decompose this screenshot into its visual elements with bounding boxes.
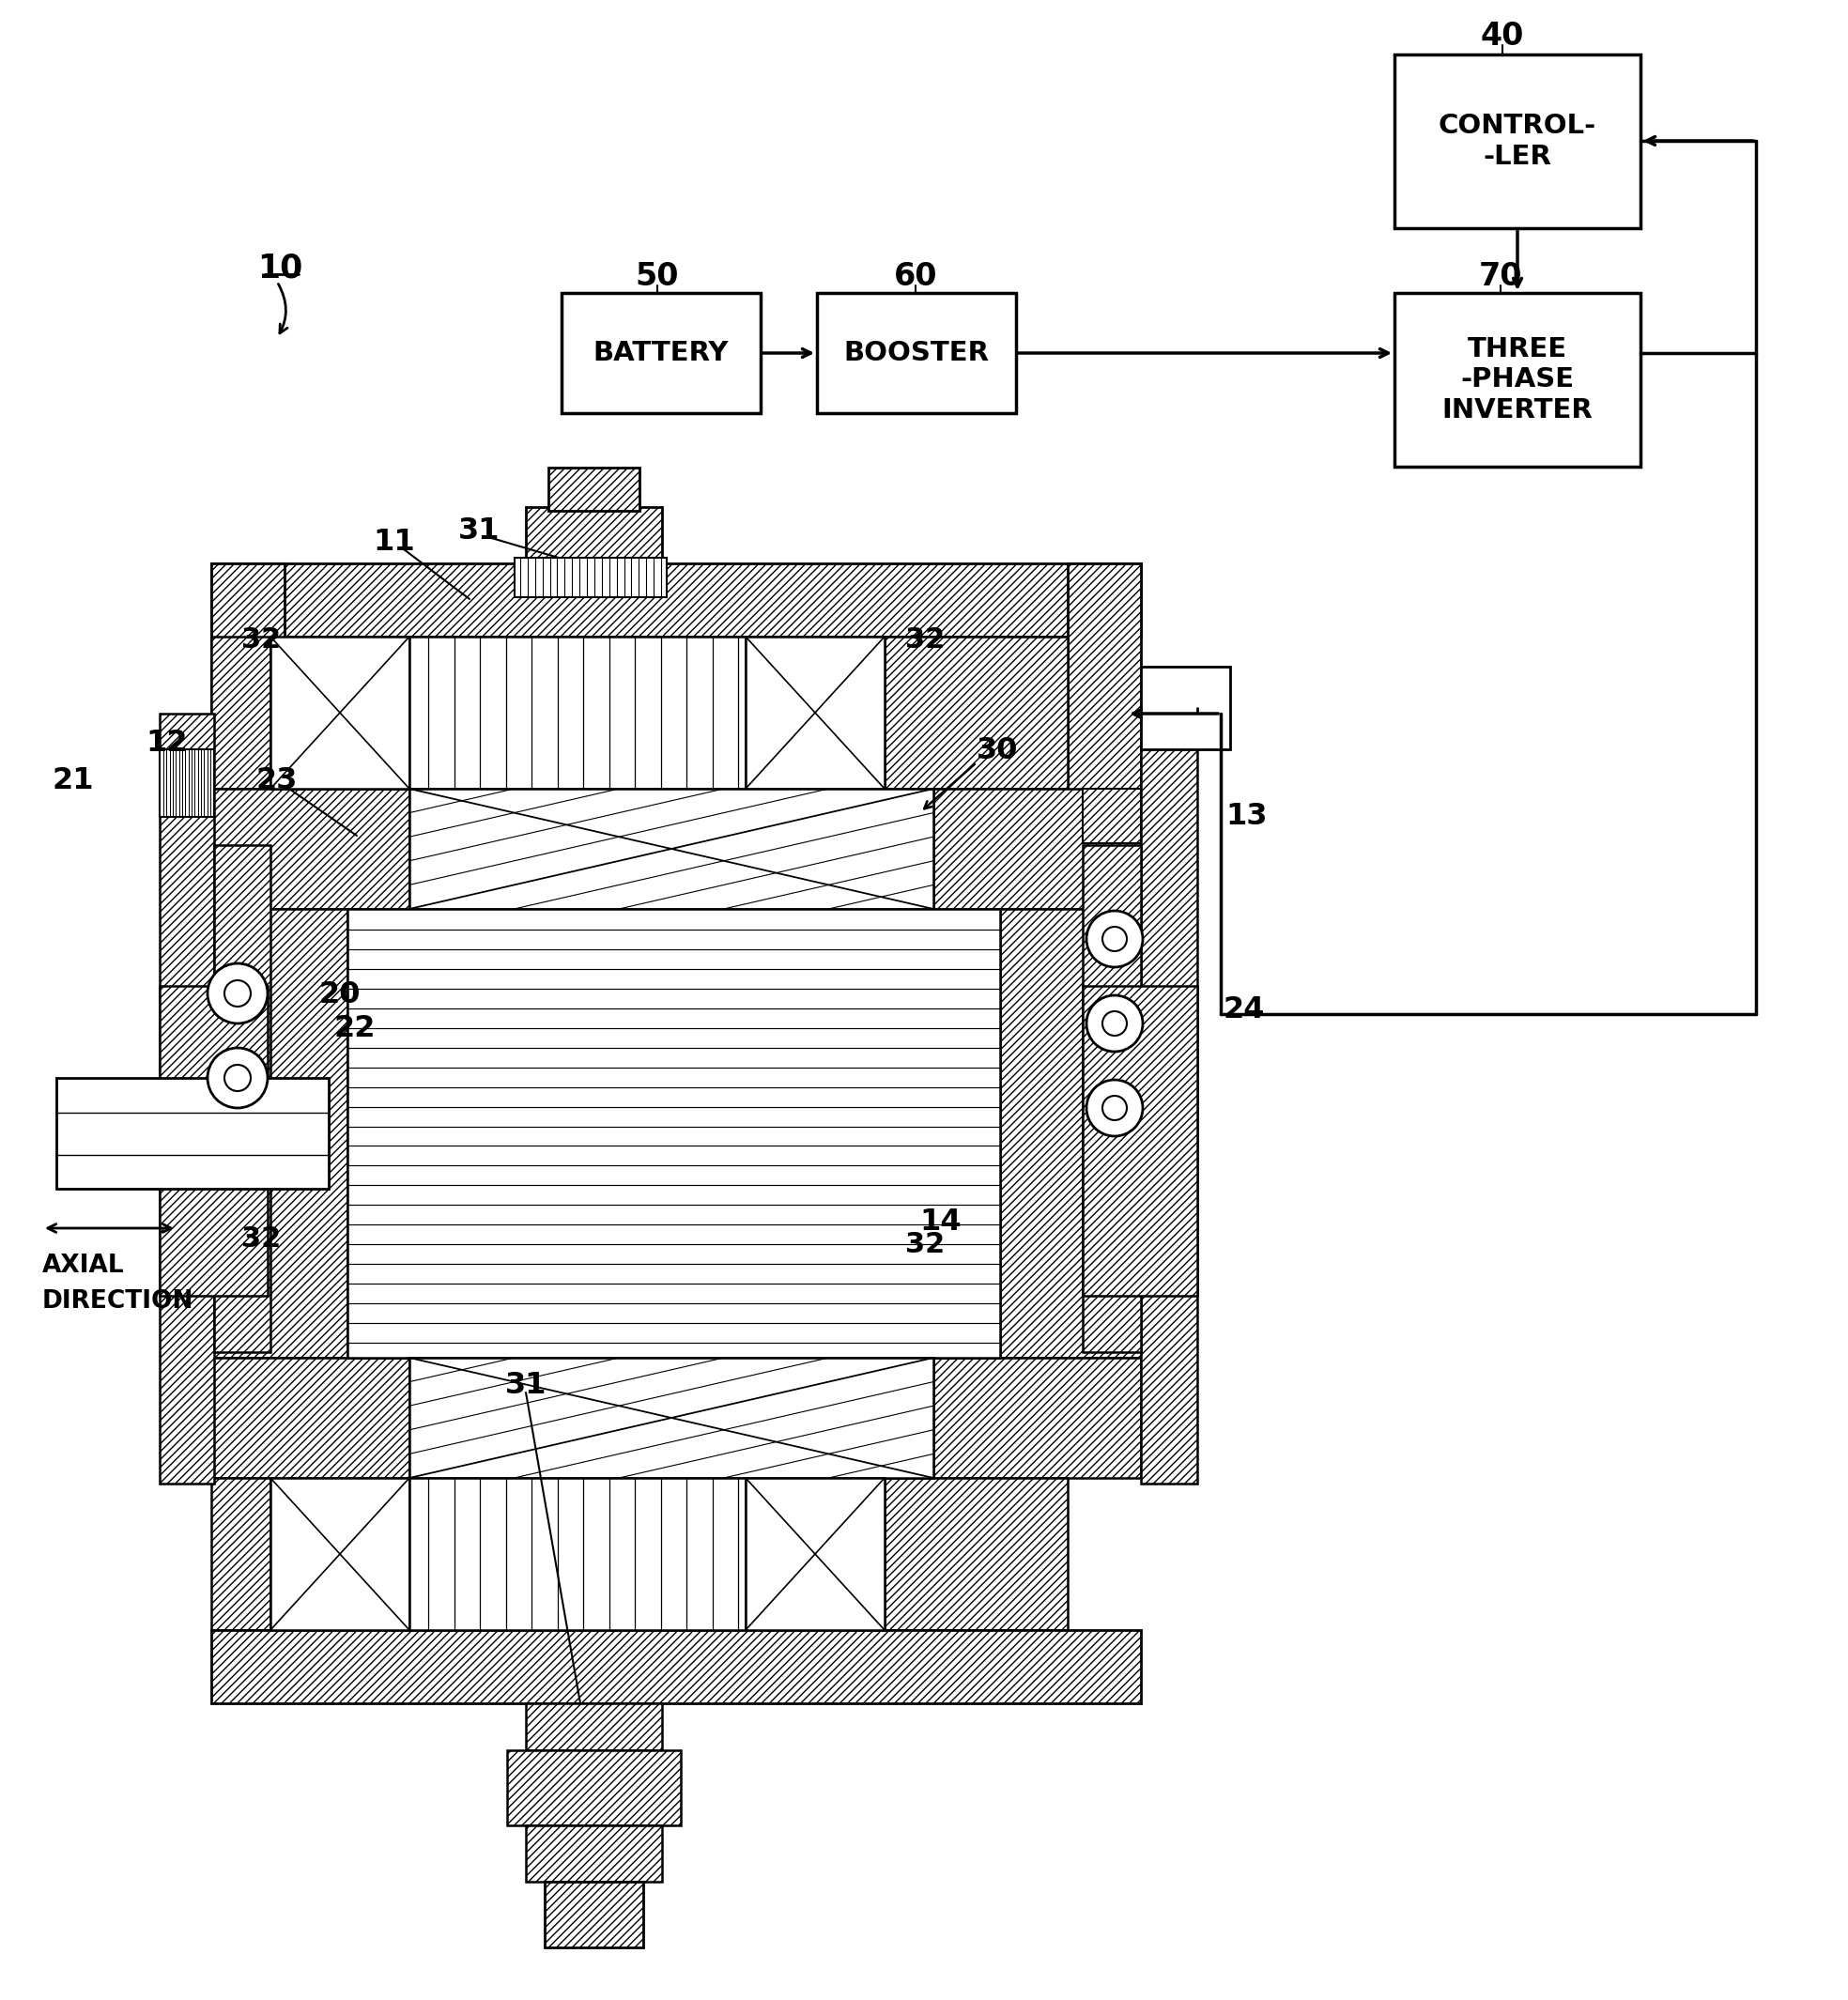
Text: 31: 31 [505,1370,547,1400]
Bar [885,636,1068,788]
Bar [527,1704,662,1750]
Circle shape [1087,996,1142,1052]
Bar [933,788,1140,908]
Text: BATTERY: BATTERY [593,340,728,366]
Text: 70: 70 [1478,260,1523,292]
Text: THREE
-PHASE
INVERTER: THREE -PHASE INVERTER [1441,336,1593,424]
Text: 13: 13 [1225,802,1268,832]
Bar [211,788,410,908]
Bar [1083,788,1140,844]
Text: 32: 32 [906,1230,944,1258]
Bar [270,1478,410,1630]
Circle shape [224,1064,251,1092]
Text: 40: 40 [1480,20,1525,52]
Text: AXIAL: AXIAL [43,1254,124,1278]
Bar [527,508,662,562]
Bar [270,636,410,788]
Bar [745,1478,885,1630]
Circle shape [1087,1080,1142,1136]
Bar [549,468,639,510]
Bar [159,750,214,816]
Text: 22: 22 [334,1014,375,1042]
Bar [211,1630,1140,1704]
Bar [347,908,1000,1358]
Text: 30: 30 [976,736,1018,766]
Bar [817,292,1016,414]
Text: 32: 32 [906,626,944,654]
Text: 50: 50 [636,260,680,292]
Bar [545,1882,643,1948]
Text: 12: 12 [146,730,188,758]
Text: 11: 11 [373,528,416,558]
Bar [1083,846,1140,1352]
Circle shape [1087,910,1142,968]
Bar [211,564,1140,636]
Bar [211,636,270,788]
Text: 32: 32 [242,626,281,654]
Bar [410,1478,745,1630]
Bar [745,636,885,788]
Bar [1395,54,1641,228]
Bar [159,986,268,1296]
Bar [410,1358,933,1478]
Circle shape [207,964,268,1024]
Circle shape [1103,926,1127,952]
Text: 21: 21 [52,766,94,796]
Bar [211,1478,270,1630]
Bar [1140,666,1231,750]
Bar [885,1478,1068,1630]
Circle shape [1103,1012,1127,1036]
Bar [159,714,214,1484]
Bar [55,1078,329,1188]
Bar [527,1826,662,1882]
Text: DIRECTION: DIRECTION [43,1290,194,1314]
Text: 23: 23 [257,766,298,796]
Bar [514,558,667,598]
Text: 60: 60 [894,260,937,292]
Text: CONTROL-
-LER: CONTROL- -LER [1438,112,1597,170]
Bar [211,908,347,1358]
Bar [214,846,270,1352]
Text: 20: 20 [320,980,360,1010]
Bar [1000,908,1140,1358]
Bar [410,636,745,788]
Text: 10: 10 [257,252,303,284]
Circle shape [224,980,251,1006]
Bar [1395,292,1641,466]
Bar [1068,564,1140,1070]
Bar [410,788,933,908]
Text: BOOSTER: BOOSTER [845,340,989,366]
Text: 24: 24 [1223,994,1266,1024]
Bar [562,292,761,414]
Bar [933,1358,1140,1478]
Text: 14: 14 [920,1208,961,1238]
Circle shape [207,1048,268,1108]
Bar [211,1358,410,1478]
Bar [211,564,285,1070]
Circle shape [1103,1096,1127,1120]
Text: 31: 31 [458,516,499,546]
Bar [1140,714,1198,1484]
Bar [1083,986,1198,1296]
Bar [506,1750,680,1826]
Text: 32: 32 [242,1226,281,1254]
